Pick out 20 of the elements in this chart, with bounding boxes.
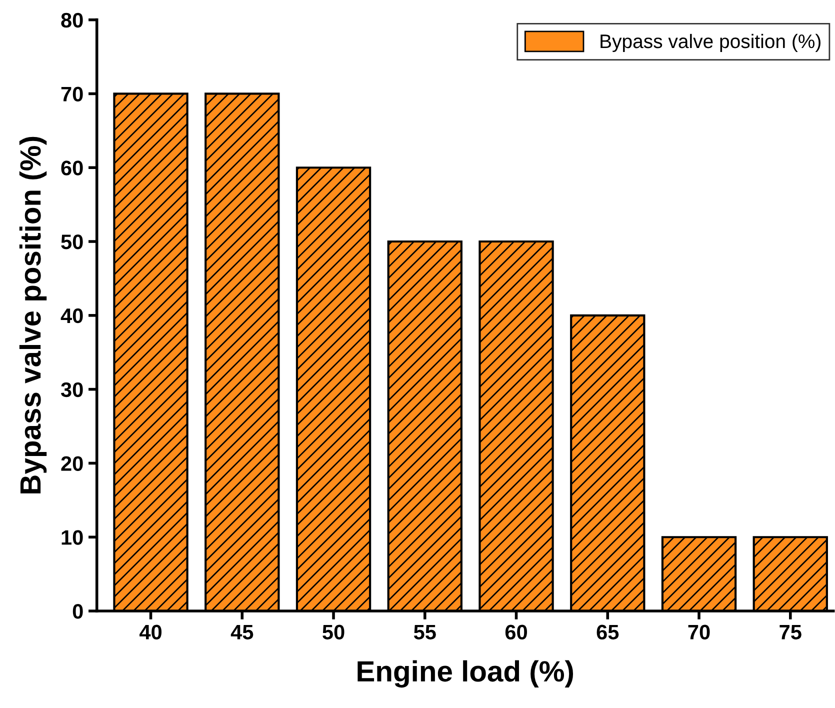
x-tick-label: 50 [322, 624, 344, 640]
x-tick-label: 75 [780, 624, 802, 640]
x-tick-label: 40 [140, 624, 162, 640]
y-tick-label: 0 [72, 604, 83, 619]
legend-label: Bypass valve position (%) [600, 34, 820, 52]
y-tick-label: 10 [62, 530, 83, 545]
x-tick-label: 60 [505, 624, 527, 640]
x-axis-title: Engine load (%) [358, 660, 574, 688]
y-tick-label: 80 [61, 12, 83, 28]
x-tick-label: 65 [596, 624, 619, 640]
x-tick-label: 70 [688, 624, 710, 640]
y-tick-label: 70 [61, 86, 83, 102]
y-tick-label: 30 [60, 382, 83, 398]
x-tick-label: 55 [414, 624, 436, 640]
y-tick-label: 60 [61, 160, 83, 176]
y-tick-label: 20 [61, 456, 83, 471]
y-tick-label: 50 [61, 234, 83, 250]
y-axis-title: Bypass valve position (%) [19, 136, 47, 494]
x-tick-label: 45 [230, 624, 254, 640]
y-tick-label: 40 [60, 308, 83, 324]
